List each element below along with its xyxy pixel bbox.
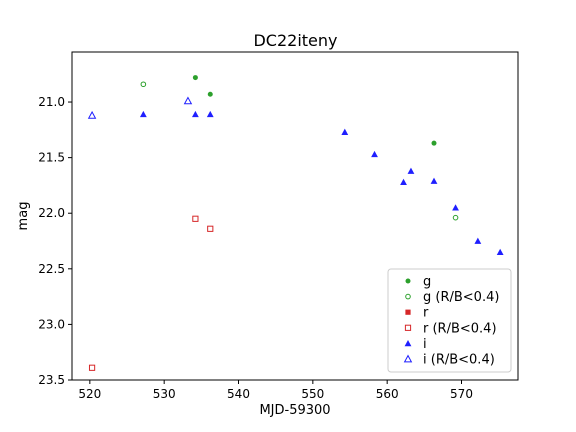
legend-label-r: r <box>423 306 429 321</box>
point-g <box>193 75 198 80</box>
y-tick-label: 21.5 <box>38 151 65 165</box>
legend-label-i-r-b-0-4: i (R/B<0.4) <box>423 353 495 368</box>
y-tick-label: 23.0 <box>38 317 65 331</box>
legend-marker-r <box>405 310 410 315</box>
y-axis-label: mag <box>16 202 31 231</box>
point-g <box>432 141 437 146</box>
legend-label-r-r-b-0-4: r (R/B<0.4) <box>423 321 497 336</box>
x-tick-label: 540 <box>227 387 250 401</box>
point-g <box>208 92 213 97</box>
y-tick-label: 21.0 <box>38 95 65 109</box>
y-tick-label: 22.5 <box>38 262 65 276</box>
legend: gg (R/B<0.4)rr (R/B<0.4)ii (R/B<0.4) <box>388 269 511 372</box>
legend-label-g-r-b-0-4: g (R/B<0.4) <box>423 290 499 305</box>
x-tick-label: 530 <box>153 387 176 401</box>
x-axis-label: MJD-59300 <box>259 403 330 418</box>
x-tick-label: 550 <box>301 387 324 401</box>
x-tick-label: 520 <box>78 387 101 401</box>
x-tick-label: 570 <box>450 387 473 401</box>
y-tick-label: 22.0 <box>38 206 65 220</box>
x-tick-label: 560 <box>376 387 399 401</box>
chart-title: DC22iteny <box>253 31 337 50</box>
legend-marker-g <box>406 279 411 284</box>
legend-label-i: i <box>423 337 427 352</box>
legend-label-g: g <box>423 275 431 290</box>
y-tick-label: 23.5 <box>38 373 65 387</box>
